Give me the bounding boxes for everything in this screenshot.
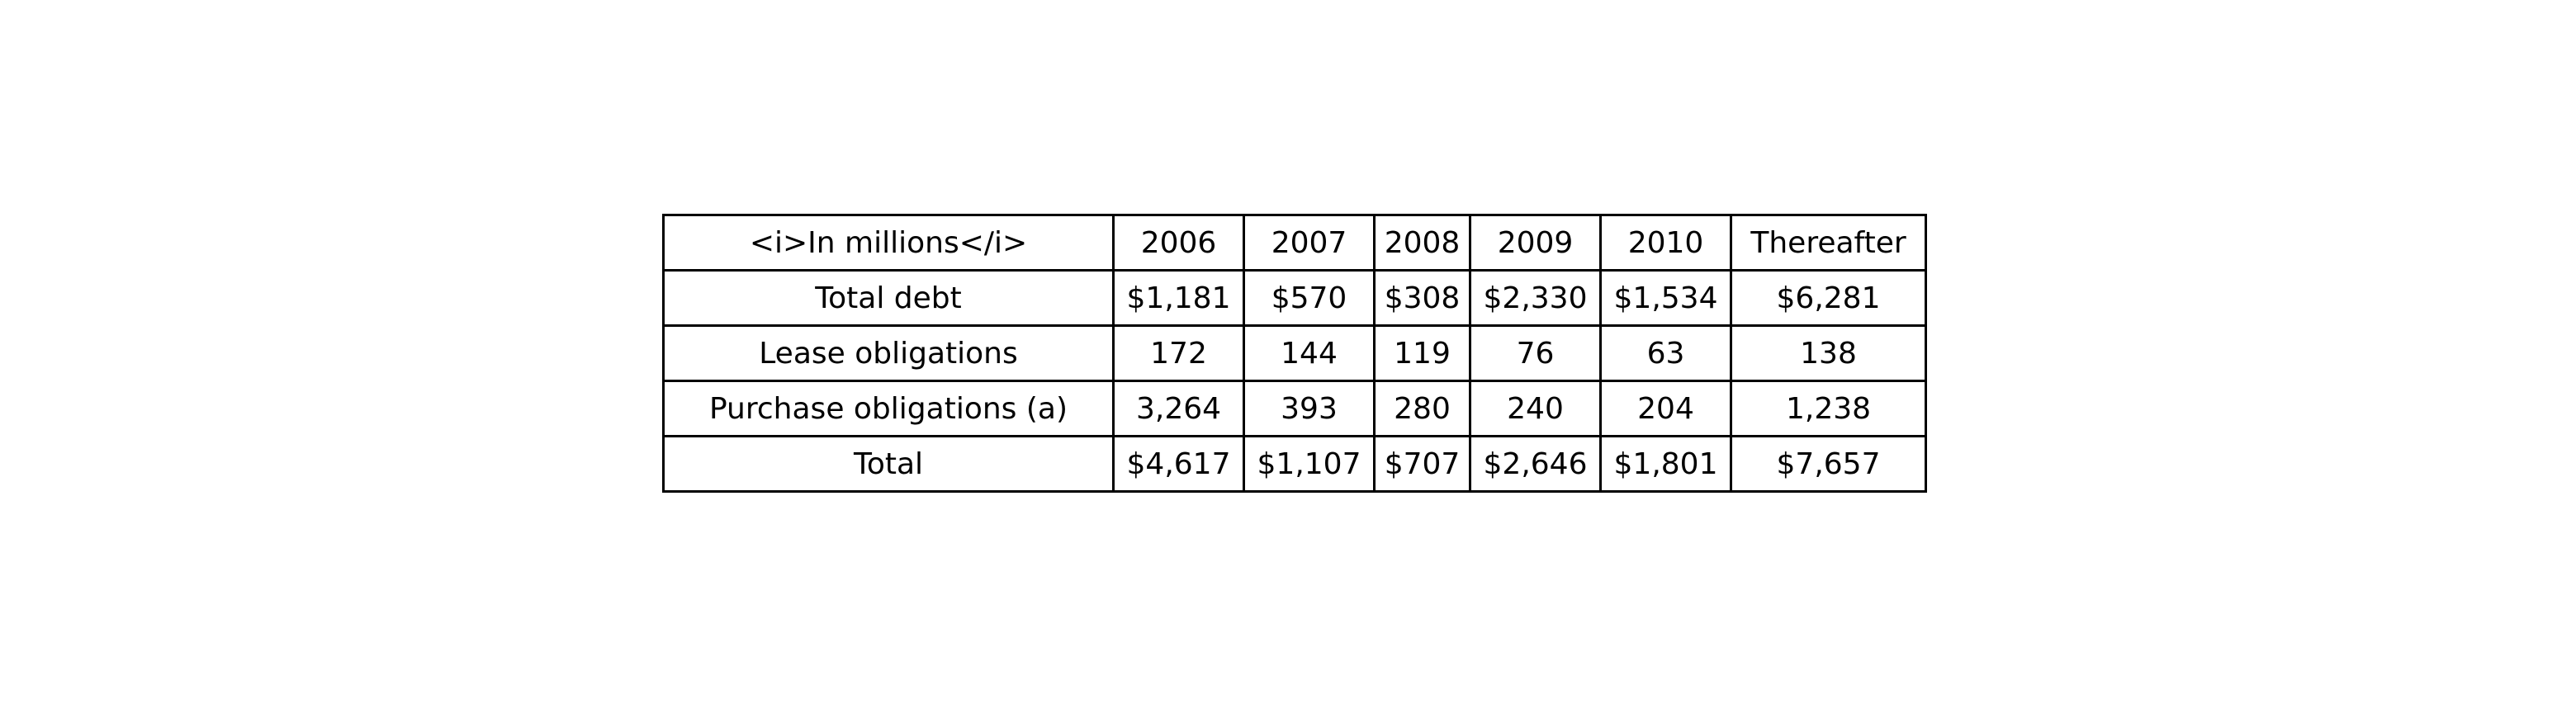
header-cell-thereafter: Thereafter	[1730, 214, 1927, 272]
header-cell-2006: 2006	[1112, 214, 1245, 272]
row-label: Total	[662, 435, 1115, 493]
header-cell-2007: 2007	[1243, 214, 1376, 272]
table-cell: $1,801	[1599, 435, 1732, 493]
table-cell: 393	[1243, 380, 1376, 437]
table-cell: $6,281	[1730, 269, 1927, 327]
table-cell: $7,657	[1730, 435, 1927, 493]
table-cell: $707	[1373, 435, 1471, 493]
table-row-purchase-obligations: Purchase obligations (a) 3,264 393 280 2…	[662, 380, 1927, 437]
row-label: Total debt	[662, 269, 1115, 327]
table-cell: 1,238	[1730, 380, 1927, 437]
table-cell: 172	[1112, 324, 1245, 382]
table-cell: $1,107	[1243, 435, 1376, 493]
table-cell: $2,646	[1469, 435, 1602, 493]
header-cell-2008: 2008	[1373, 214, 1471, 272]
table-row-total-debt: Total debt $1,181 $570 $308 $2,330 $1,53…	[662, 269, 1927, 327]
table-cell: 63	[1599, 324, 1732, 382]
row-label: Lease obligations	[662, 324, 1115, 382]
obligations-table: <i>In millions</i> 2006 2007 2008 2009 2…	[662, 214, 1927, 493]
table-cell: $4,617	[1112, 435, 1245, 493]
table-cell: 240	[1469, 380, 1602, 437]
row-label: Purchase obligations (a)	[662, 380, 1115, 437]
header-row: <i>In millions</i> 2006 2007 2008 2009 2…	[662, 214, 1927, 272]
header-cell-units: <i>In millions</i>	[662, 214, 1115, 272]
table-row-total: Total $4,617 $1,107 $707 $2,646 $1,801 $…	[662, 435, 1927, 493]
table-cell: 280	[1373, 380, 1471, 437]
table-cell: $570	[1243, 269, 1376, 327]
table-cell: 138	[1730, 324, 1927, 382]
table-cell: 76	[1469, 324, 1602, 382]
header-cell-2010: 2010	[1599, 214, 1732, 272]
table-cell: $308	[1373, 269, 1471, 327]
header-cell-2009: 2009	[1469, 214, 1602, 272]
table-cell: 144	[1243, 324, 1376, 382]
table-cell: $1,181	[1112, 269, 1245, 327]
table-cell: $1,534	[1599, 269, 1732, 327]
table-row-lease-obligations: Lease obligations 172 144 119 76 63 138	[662, 324, 1927, 382]
table-cell: $2,330	[1469, 269, 1602, 327]
table-cell: 204	[1599, 380, 1732, 437]
table-cell: 3,264	[1112, 380, 1245, 437]
table-cell: 119	[1373, 324, 1471, 382]
